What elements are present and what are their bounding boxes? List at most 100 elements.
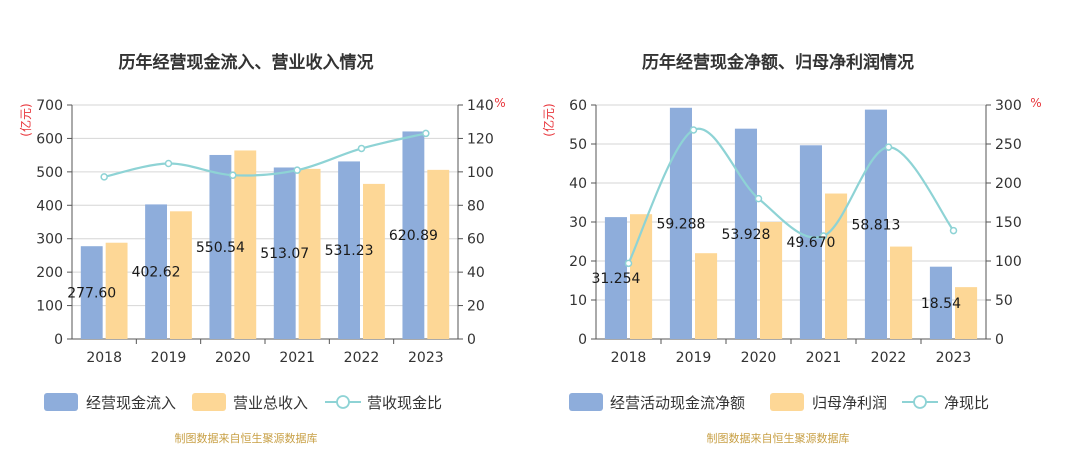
source-note: 制图数据来自恒生聚源数据库: [707, 431, 850, 445]
legend-swatch: [192, 393, 226, 411]
y-tick-label: 600: [36, 131, 63, 147]
ratio-line: [627, 127, 955, 264]
x-tick-label: 2023: [936, 350, 972, 366]
bar-data-label: 58.813: [851, 217, 900, 233]
chart-title: 历年经营现金流入、营业收入情况: [119, 52, 374, 73]
x-tick-label: 2021: [806, 350, 842, 366]
bar-secondary: [955, 287, 978, 339]
legend-swatch: [770, 393, 804, 411]
y-tick-label: 100: [36, 299, 63, 315]
bar-primary: [273, 167, 296, 339]
x-tick-label: 2021: [279, 350, 315, 366]
bar-primary: [80, 246, 103, 339]
y-tick-label: 0: [578, 332, 587, 348]
ratio-point: [293, 166, 301, 174]
ratio-point: [624, 259, 633, 268]
bar-data-label: 53.928: [721, 227, 770, 243]
y-tick-label: 40: [569, 176, 587, 192]
bar-primary: [402, 131, 425, 339]
x-tick-label: 2020: [215, 350, 251, 366]
bar-secondary: [825, 193, 848, 339]
legend-label: 经营现金流入: [86, 394, 176, 412]
y-tick-label: 400: [36, 198, 63, 214]
y2-tick-label: 20: [467, 299, 485, 315]
x-tick-label: 2018: [611, 350, 647, 366]
y2-tick-label: 120: [467, 131, 494, 147]
legend-swatch: [44, 393, 78, 411]
bar-primary: [864, 109, 887, 339]
chart-net-cash-profit: 历年经营现金净额、归母净利润情况 0 10 20 30 40 50 60 0 50 100 150 20…: [541, 52, 1042, 445]
ratio-line: [103, 132, 427, 178]
x-tick-label: 2018: [86, 350, 122, 366]
y-tick-label: 60: [569, 98, 587, 114]
bar-data-label: 277.60: [67, 286, 116, 302]
bar-secondary: [890, 246, 913, 339]
y-tick-label: 50: [569, 137, 587, 153]
bar-primary: [145, 204, 167, 339]
ratio-point: [229, 171, 237, 179]
bar-primary: [734, 128, 757, 339]
y-unit-label: (亿元): [18, 103, 33, 136]
y2-tick-label: 60: [467, 232, 485, 248]
legend-marker: [913, 395, 927, 409]
y2-tick-label: 40: [467, 265, 485, 281]
x-tick-label: 2023: [408, 350, 444, 366]
bar-primary: [929, 266, 952, 339]
ratio-point: [884, 143, 893, 151]
bar-secondary: [427, 169, 450, 339]
y-tick-label: 300: [36, 232, 63, 248]
y-tick-label: 20: [569, 254, 587, 270]
bar-secondary: [363, 183, 385, 339]
chart-cash-inflow-revenue: 历年经营现金流入、营业收入情况 0 100 200 300 400 500 600 700 0 20…: [18, 52, 506, 445]
bar-secondary: [760, 222, 783, 339]
ratio-point: [357, 144, 366, 153]
bar-primary: [209, 154, 232, 339]
y2-tick-label: 300: [995, 98, 1022, 114]
legend-label: 营收现金比: [367, 394, 442, 412]
x-tick-label: 2020: [741, 350, 777, 366]
y-tick-label: 700: [36, 98, 63, 114]
bar-primary: [338, 161, 360, 339]
bar-data-label: 49.670: [786, 235, 835, 251]
y-tick-label: 10: [569, 293, 587, 309]
bar-secondary: [234, 150, 257, 339]
ratio-point: [164, 159, 173, 168]
bar-data-label: 31.254: [591, 271, 640, 287]
chart-panel-net-cash-profit: 历年经营现金净额、归母净利润情况 0 10 20 30 40 50 60 0 50 100 150 20…: [541, 0, 1088, 473]
bar-data-label: 18.54: [921, 296, 961, 312]
legend-label: 营业总收入: [233, 394, 308, 412]
y2-tick-label: 50: [995, 293, 1013, 309]
ratio-point: [754, 194, 763, 203]
y2-tick-label: 0: [467, 332, 476, 348]
bar-primary: [604, 217, 627, 339]
bar-secondary: [695, 253, 718, 339]
y2-tick-label: 80: [467, 198, 485, 214]
bar-secondary: [105, 242, 128, 339]
chart-group: 历年经营现金净额、归母净利润情况 0 10 20 30 40 50 60 0 50 100 150 20…: [541, 52, 1042, 445]
bar-data-label: 531.23: [325, 243, 374, 259]
legend-label: 归母净利润: [812, 394, 887, 412]
y2-unit-label: %: [1030, 96, 1041, 110]
bar-primary: [799, 145, 822, 339]
y2-tick-label: 140: [467, 98, 494, 114]
ratio-point: [100, 173, 108, 181]
y2-tick-label: 0: [995, 332, 1004, 348]
legend-label: 经营活动现金流净额: [610, 394, 745, 412]
y-tick-label: 200: [36, 265, 63, 281]
legend-label: 净现比: [944, 394, 989, 412]
y2-tick-label: 100: [995, 254, 1022, 270]
bar-secondary: [298, 168, 321, 339]
chart-title: 历年经营现金净额、归母净利润情况: [642, 52, 914, 73]
bar-data-label: 550.54: [196, 240, 245, 256]
y-tick-label: 30: [569, 215, 587, 231]
x-tick-label: 2022: [344, 350, 380, 366]
legend-swatch: [569, 393, 603, 411]
bar-data-label: 402.62: [132, 265, 181, 281]
bar-data-label: 513.07: [260, 246, 309, 262]
bar-data-label: 59.288: [656, 216, 705, 232]
bar-primary: [669, 107, 692, 340]
y2-tick-label: 150: [995, 215, 1022, 231]
chart-group: 历年经营现金流入、营业收入情况 0 100 200 300 400 500 600 700 0 20…: [18, 52, 506, 445]
source-note: 制图数据来自恒生聚源数据库: [175, 431, 318, 445]
ratio-point: [689, 126, 698, 134]
